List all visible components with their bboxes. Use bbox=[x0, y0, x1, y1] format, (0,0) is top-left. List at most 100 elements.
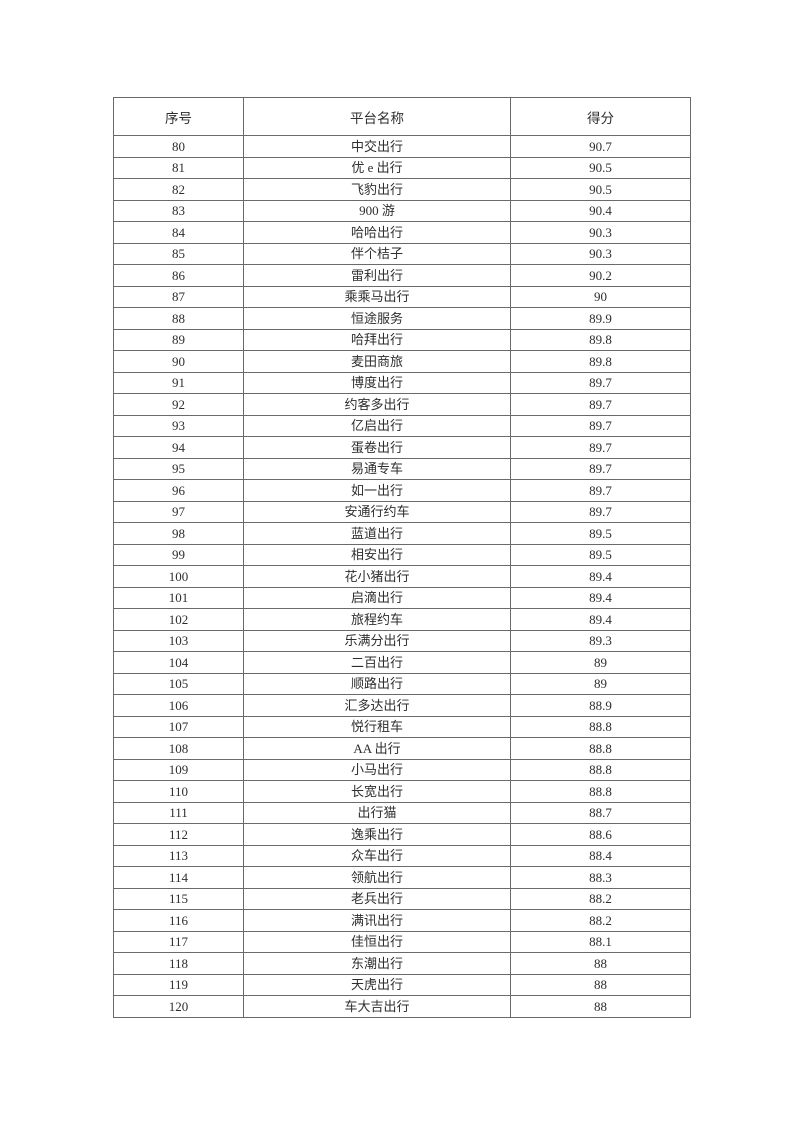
cell-serial-number: 114 bbox=[113, 866, 244, 889]
table-row: 80 中交出行 90.7 bbox=[113, 135, 691, 158]
cell-score: 89.7 bbox=[510, 393, 691, 416]
cell-serial-number: 84 bbox=[113, 221, 244, 244]
cell-serial-number: 113 bbox=[113, 844, 244, 867]
table-row: 88 恒途服务 89.9 bbox=[113, 307, 691, 330]
cell-score: 89.7 bbox=[510, 500, 691, 523]
cell-serial-number: 119 bbox=[113, 973, 244, 996]
cell-serial-number: 112 bbox=[113, 823, 244, 846]
cell-serial-number: 105 bbox=[113, 672, 244, 695]
cell-platform-name: 众车出行 bbox=[243, 844, 511, 867]
cell-score: 89.7 bbox=[510, 479, 691, 502]
cell-platform-name: 恒途服务 bbox=[243, 307, 511, 330]
cell-score: 88.6 bbox=[510, 823, 691, 846]
table-row: 93 亿启出行 89.7 bbox=[113, 414, 691, 437]
cell-platform-name: 悦行租车 bbox=[243, 715, 511, 738]
table-row: 102 旅程约车 89.4 bbox=[113, 608, 691, 631]
cell-score: 90.3 bbox=[510, 221, 691, 244]
cell-platform-name: 老兵出行 bbox=[243, 887, 511, 910]
cell-serial-number: 100 bbox=[113, 565, 244, 588]
cell-score: 89.7 bbox=[510, 457, 691, 480]
cell-serial-number: 81 bbox=[113, 156, 244, 179]
cell-platform-name: 顺路出行 bbox=[243, 672, 511, 695]
table-row: 113 众车出行 88.4 bbox=[113, 844, 691, 867]
cell-score: 89.7 bbox=[510, 414, 691, 437]
cell-platform-name: 哈拜出行 bbox=[243, 328, 511, 351]
cell-serial-number: 108 bbox=[113, 737, 244, 760]
cell-platform-name: 花小猪出行 bbox=[243, 565, 511, 588]
column-header-platform-name: 平台名称 bbox=[243, 97, 511, 136]
cell-score: 90.3 bbox=[510, 242, 691, 265]
cell-score: 88.8 bbox=[510, 758, 691, 781]
table-row: 109 小马出行 88.8 bbox=[113, 758, 691, 781]
table-row: 101 启滴出行 89.4 bbox=[113, 586, 691, 609]
cell-serial-number: 85 bbox=[113, 242, 244, 265]
cell-platform-name: 相安出行 bbox=[243, 543, 511, 566]
cell-platform-name: 飞豹出行 bbox=[243, 178, 511, 201]
cell-platform-name: 中交出行 bbox=[243, 135, 511, 158]
table-row: 83 900 游 90.4 bbox=[113, 199, 691, 222]
cell-platform-name: 亿启出行 bbox=[243, 414, 511, 437]
table-row: 106 汇多达出行 88.9 bbox=[113, 694, 691, 717]
table-row: 99 相安出行 89.5 bbox=[113, 543, 691, 566]
table-row: 89 哈拜出行 89.8 bbox=[113, 328, 691, 351]
table-row: 110 长宽出行 88.8 bbox=[113, 780, 691, 803]
cell-platform-name: 麦田商旅 bbox=[243, 350, 511, 373]
cell-score: 90.5 bbox=[510, 178, 691, 201]
cell-serial-number: 82 bbox=[113, 178, 244, 201]
cell-serial-number: 104 bbox=[113, 651, 244, 674]
cell-serial-number: 111 bbox=[113, 801, 244, 824]
cell-platform-name: 博度出行 bbox=[243, 371, 511, 394]
cell-platform-name: 900 游 bbox=[243, 199, 511, 222]
cell-platform-name: 天虎出行 bbox=[243, 973, 511, 996]
table-row: 112 逸乘出行 88.6 bbox=[113, 823, 691, 846]
cell-serial-number: 102 bbox=[113, 608, 244, 631]
cell-serial-number: 86 bbox=[113, 264, 244, 287]
cell-platform-name: 领航出行 bbox=[243, 866, 511, 889]
cell-score: 88.8 bbox=[510, 737, 691, 760]
cell-serial-number: 87 bbox=[113, 285, 244, 308]
cell-platform-name: 汇多达出行 bbox=[243, 694, 511, 717]
cell-serial-number: 80 bbox=[113, 135, 244, 158]
cell-platform-name: 出行猫 bbox=[243, 801, 511, 824]
cell-platform-name: 东潮出行 bbox=[243, 952, 511, 975]
cell-serial-number: 89 bbox=[113, 328, 244, 351]
cell-platform-name: 旅程约车 bbox=[243, 608, 511, 631]
cell-serial-number: 94 bbox=[113, 436, 244, 459]
cell-platform-name: 二百出行 bbox=[243, 651, 511, 674]
cell-serial-number: 96 bbox=[113, 479, 244, 502]
cell-serial-number: 91 bbox=[113, 371, 244, 394]
table-row: 114 领航出行 88.3 bbox=[113, 866, 691, 889]
table-row: 96 如一出行 89.7 bbox=[113, 479, 691, 502]
cell-platform-name: 小马出行 bbox=[243, 758, 511, 781]
cell-platform-name: 逸乘出行 bbox=[243, 823, 511, 846]
cell-score: 89.7 bbox=[510, 436, 691, 459]
cell-platform-name: 启滴出行 bbox=[243, 586, 511, 609]
table-row: 104 二百出行 89 bbox=[113, 651, 691, 674]
cell-serial-number: 90 bbox=[113, 350, 244, 373]
cell-serial-number: 83 bbox=[113, 199, 244, 222]
cell-score: 89.3 bbox=[510, 629, 691, 652]
cell-serial-number: 88 bbox=[113, 307, 244, 330]
cell-score: 89.5 bbox=[510, 543, 691, 566]
cell-score: 89.9 bbox=[510, 307, 691, 330]
cell-serial-number: 99 bbox=[113, 543, 244, 566]
cell-score: 90.4 bbox=[510, 199, 691, 222]
cell-score: 88 bbox=[510, 973, 691, 996]
cell-score: 89.4 bbox=[510, 608, 691, 631]
table-row: 105 顺路出行 89 bbox=[113, 672, 691, 695]
cell-score: 89.4 bbox=[510, 565, 691, 588]
cell-serial-number: 107 bbox=[113, 715, 244, 738]
table-row: 94 蛋卷出行 89.7 bbox=[113, 436, 691, 459]
cell-score: 90.5 bbox=[510, 156, 691, 179]
table-row: 90 麦田商旅 89.8 bbox=[113, 350, 691, 373]
platform-score-table: 序号 平台名称 得分 80 中交出行 90.7 81 优 e 出行 90.5 82 飞豹出行 9… bbox=[113, 97, 691, 1018]
table-row: 100 花小猪出行 89.4 bbox=[113, 565, 691, 588]
cell-score: 89 bbox=[510, 672, 691, 695]
table-row: 111 出行猫 88.7 bbox=[113, 801, 691, 824]
table-row: 115 老兵出行 88.2 bbox=[113, 887, 691, 910]
cell-score: 90.2 bbox=[510, 264, 691, 287]
cell-score: 88.2 bbox=[510, 887, 691, 910]
table-row: 103 乐满分出行 89.3 bbox=[113, 629, 691, 652]
column-header-score: 得分 bbox=[510, 97, 691, 136]
cell-score: 89.8 bbox=[510, 350, 691, 373]
